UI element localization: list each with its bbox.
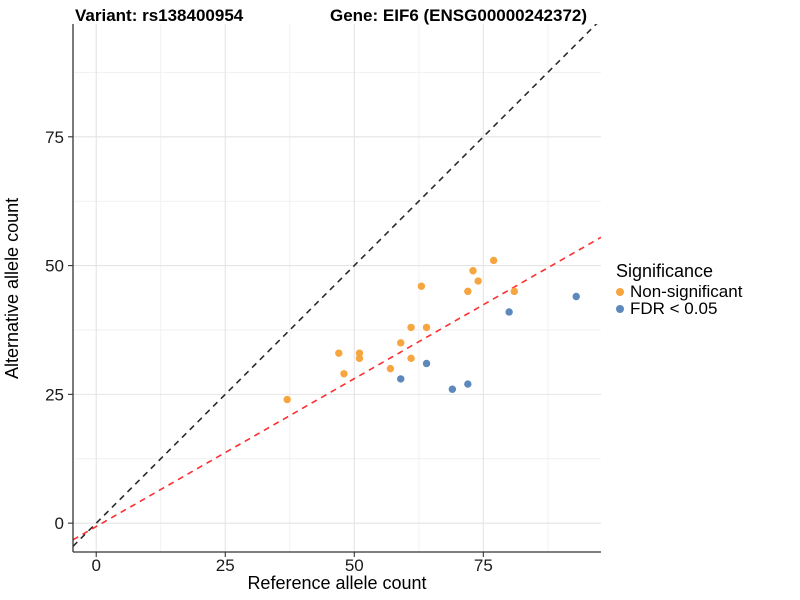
y-tick-label: 75 (45, 128, 64, 147)
data-point (397, 375, 405, 383)
y-tick-label: 0 (55, 514, 64, 533)
data-point (464, 287, 472, 296)
fit-line (73, 236, 601, 541)
data-point (422, 359, 431, 368)
legend: Significance Non-significant FDR < 0.05 (616, 261, 742, 317)
data-point (448, 385, 457, 393)
data-point (417, 282, 426, 290)
legend-dot-fdr-icon (616, 304, 624, 313)
data-point (397, 339, 405, 347)
data-point (407, 354, 415, 363)
data-point (355, 349, 364, 357)
y-tick-label: 50 (45, 257, 64, 276)
data-point (422, 323, 431, 332)
gene-title: Gene: EIF6 (ENSG00000242372) (330, 6, 588, 25)
data-point (572, 292, 580, 301)
data-point (474, 277, 482, 285)
data-point (340, 370, 348, 378)
identity-line (73, 24, 598, 547)
data-point (510, 287, 518, 296)
x-tick-label: 75 (474, 556, 493, 575)
data-point (386, 364, 395, 373)
data-point (283, 395, 291, 404)
x-tick-label: 50 (345, 556, 364, 575)
legend-item-fdr: FDR < 0.05 (616, 300, 742, 317)
variant-title: Variant: rs138400954 (75, 6, 244, 25)
data-point (335, 349, 343, 357)
data-point (469, 267, 477, 275)
y-axis-title: Alternative allele count (2, 197, 22, 379)
legend-item-non-significant: Non-significant (616, 283, 742, 300)
legend-label-non-significant: Non-significant (630, 282, 743, 301)
y-tick-label: 25 (45, 385, 64, 404)
x-tick-label: 25 (216, 556, 235, 575)
data-point (407, 323, 415, 332)
legend-dot-non-significant-icon (616, 287, 624, 296)
data-point (505, 308, 513, 316)
data-point (355, 354, 364, 363)
data-point (464, 380, 472, 388)
x-tick-label: 0 (91, 556, 100, 575)
legend-label-fdr: FDR < 0.05 (630, 299, 718, 318)
data-point (489, 256, 498, 265)
x-axis-title: Reference allele count (247, 573, 427, 593)
legend-title: Significance (616, 261, 714, 281)
